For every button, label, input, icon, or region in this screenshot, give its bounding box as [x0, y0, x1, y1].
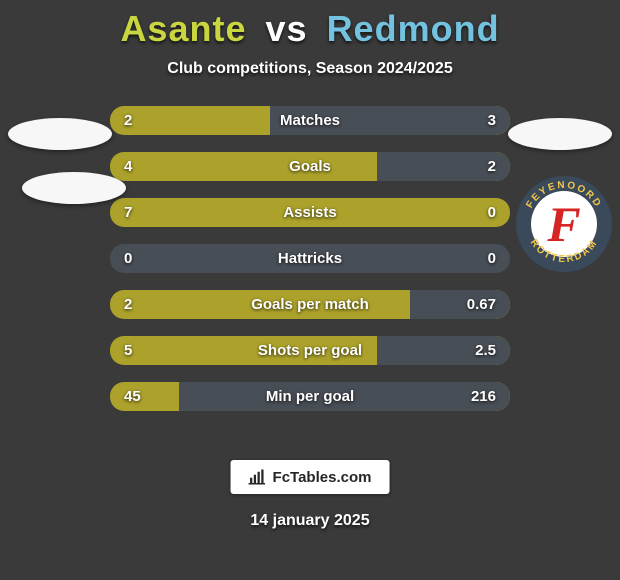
stat-bar-track	[110, 290, 510, 319]
title: Asante vs Redmond	[120, 8, 499, 50]
stat-row: 45216Min per goal	[110, 382, 510, 411]
subtitle: Club competitions, Season 2024/2025	[167, 60, 452, 78]
stat-bar-track	[110, 244, 510, 273]
stat-bar-right-fill	[179, 382, 510, 411]
stat-value-left: 4	[124, 152, 132, 181]
stat-row: 23Matches	[110, 106, 510, 135]
stat-value-right: 0.67	[467, 290, 496, 319]
stat-bar-track	[110, 336, 510, 365]
bar-chart-icon	[249, 468, 267, 486]
stat-value-left: 7	[124, 198, 132, 227]
badge-letter: F	[546, 196, 580, 252]
club-badge-feyenoord: FEYENOORD ROTTERDAM F	[514, 174, 614, 274]
stat-bar-track	[110, 152, 510, 181]
stat-value-right: 0	[488, 244, 496, 273]
stat-value-right: 0	[488, 198, 496, 227]
stat-value-left: 45	[124, 382, 141, 411]
stat-row: 42Goals	[110, 152, 510, 181]
stat-bar-track	[110, 106, 510, 135]
left-club-stack	[4, 118, 114, 288]
branding-text: FcTables.com	[273, 469, 372, 486]
stat-row: 52.5Shots per goal	[110, 336, 510, 365]
branding-box: FcTables.com	[231, 460, 390, 494]
stat-value-left: 0	[124, 244, 132, 273]
stat-row: 70Assists	[110, 198, 510, 227]
comparison-card: Asante vs Redmond Club competitions, Sea…	[0, 0, 620, 580]
title-vs: vs	[266, 8, 308, 49]
stat-bar-right-fill	[270, 106, 510, 135]
stat-value-right: 2	[488, 152, 496, 181]
stat-value-left: 2	[124, 290, 132, 319]
stat-row: 20.67Goals per match	[110, 290, 510, 319]
stat-value-right: 216	[471, 382, 496, 411]
footer-date: 14 january 2025	[0, 512, 620, 530]
stat-value-right: 3	[488, 106, 496, 135]
club-badge-placeholder	[22, 172, 126, 204]
club-badge-placeholder	[508, 118, 612, 150]
stat-bar-track	[110, 198, 510, 227]
title-player1: Asante	[120, 8, 246, 49]
stat-row: 00Hattricks	[110, 244, 510, 273]
stat-value-right: 2.5	[475, 336, 496, 365]
club-badge-placeholder	[8, 118, 112, 150]
right-club-stack: FEYENOORD ROTTERDAM F	[504, 118, 614, 288]
stat-bar-track	[110, 382, 510, 411]
title-player2: Redmond	[327, 8, 500, 49]
stat-value-left: 2	[124, 106, 132, 135]
stat-rows: 23Matches42Goals70Assists00Hattricks20.6…	[110, 106, 510, 411]
stat-value-left: 5	[124, 336, 132, 365]
